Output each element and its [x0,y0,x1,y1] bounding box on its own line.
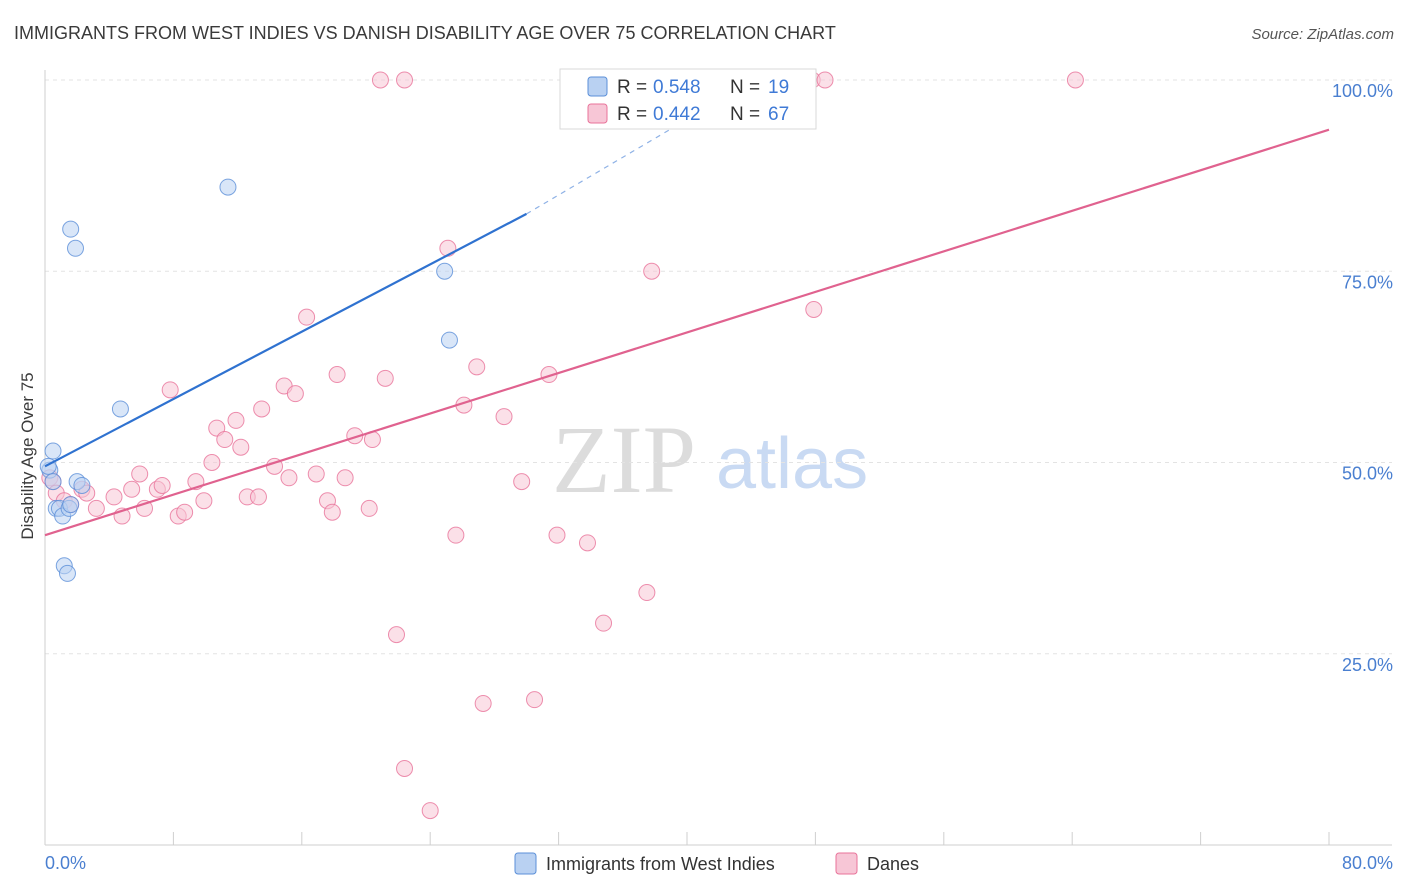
danes-point-39 [360,499,378,517]
x-tick-label-min: 0.0% [45,853,86,873]
west-indies-point-15 [219,178,237,196]
bottom-legend-swatch-west-indies [514,852,537,875]
west-indies-point-14 [111,400,129,418]
y-tick-labels: 25.0% 50.0% 75.0% 100.0% [1332,81,1393,675]
danes-point-35 [323,503,341,521]
danes-point-36 [328,366,346,384]
bottom-legend-swatch-danes [835,852,858,875]
west-indies-point-11 [66,239,84,257]
danes-point-11 [131,465,149,483]
legend-r-value-west-indies: 0.548 [653,77,701,98]
legend-r-label-danes: R = [617,104,647,125]
chart-source: Source: ZipAtlas.com [1251,26,1394,43]
danes-point-60 [371,71,389,89]
danes-point-7 [87,499,105,517]
danes-point-61 [396,71,414,89]
danes-point-55 [578,534,596,552]
watermark: ZIP atlas [552,406,868,513]
danes-point-22 [216,431,234,449]
danes-point-50 [495,408,513,426]
x-tick-label-max: 80.0% [1342,853,1393,873]
danes-point-27 [253,400,271,418]
west-indies-point-7 [58,564,76,582]
danes-point-59 [805,301,823,318]
bottom-legend-label-danes: Danes [867,854,919,874]
west-indies-point-16 [436,262,454,280]
watermark-zip: ZIP [552,406,696,513]
legend-n-value-west-indies: 19 [768,77,789,98]
danes-point-15 [161,381,179,399]
bottom-legend-label-west-indies: Immigrants from West Indies [546,854,775,874]
danes-point-64 [816,71,834,89]
y-axis-label: Disability Age Over 75 [18,372,37,539]
danes-point-26 [249,488,267,506]
danes-point-46 [447,526,465,544]
west-indies-point-2 [44,473,62,491]
danes-point-52 [526,691,544,709]
danes-point-65 [1066,71,1084,89]
danes-point-41 [376,369,394,387]
west-indies-trend-line [44,212,528,468]
danes-point-54 [548,526,566,544]
legend-swatch-danes [587,103,608,124]
danes-point-56 [595,614,613,632]
danes-point-14 [153,476,171,494]
legend-n-value-danes: 67 [768,104,789,125]
danes-trend-line [44,128,1330,537]
y-tick-label-25: 25.0% [1342,655,1393,675]
danes-point-42 [387,626,405,644]
chart-title: IMMIGRANTS FROM WEST INDIES VS DANISH DI… [14,23,836,43]
danes-point-10 [123,480,141,498]
danes-point-48 [468,358,486,376]
series-danes-points [41,71,1084,820]
danes-point-30 [280,469,298,487]
gridlines [45,79,1392,655]
danes-point-43 [396,760,414,777]
danes-point-31 [286,385,304,403]
west-indies-point-1 [44,442,62,460]
legend-r-value-danes: 0.442 [653,104,701,125]
danes-point-44 [421,802,439,820]
danes-point-51 [513,473,531,491]
danes-point-58 [643,262,661,280]
x-axis-ticks [44,832,1330,845]
bottom-legend: Immigrants from West Indies Danes [514,852,919,875]
danes-point-17 [176,503,194,521]
legend-r-label-west-indies: R = [617,77,647,98]
danes-point-19 [195,492,213,510]
danes-point-32 [298,308,316,326]
legend-box: R = 0.548 N = 19 R = 0.442 N = 67 [559,68,817,130]
legend-n-label-west-indies: N = [730,77,760,98]
danes-point-8 [105,488,123,506]
west-indies-point-13 [73,476,91,494]
west-indies-point-9 [62,496,80,514]
danes-point-24 [232,438,250,456]
west-indies-point-10 [62,220,80,238]
danes-point-49 [474,694,492,712]
legend-swatch-west-indies [587,76,608,97]
y-tick-label-100: 100.0% [1332,81,1393,101]
y-tick-label-50: 50.0% [1342,464,1393,484]
series-west-indies-points [39,178,458,582]
danes-point-37 [336,469,354,487]
danes-point-20 [203,454,221,471]
watermark-atlas: atlas [716,424,868,504]
west-indies-point-17 [440,331,458,349]
danes-point-57 [638,584,656,602]
danes-point-33 [307,465,325,483]
legend-n-label-danes: N = [730,104,760,125]
danes-point-23 [227,411,245,429]
y-tick-label-75: 75.0% [1342,272,1393,292]
